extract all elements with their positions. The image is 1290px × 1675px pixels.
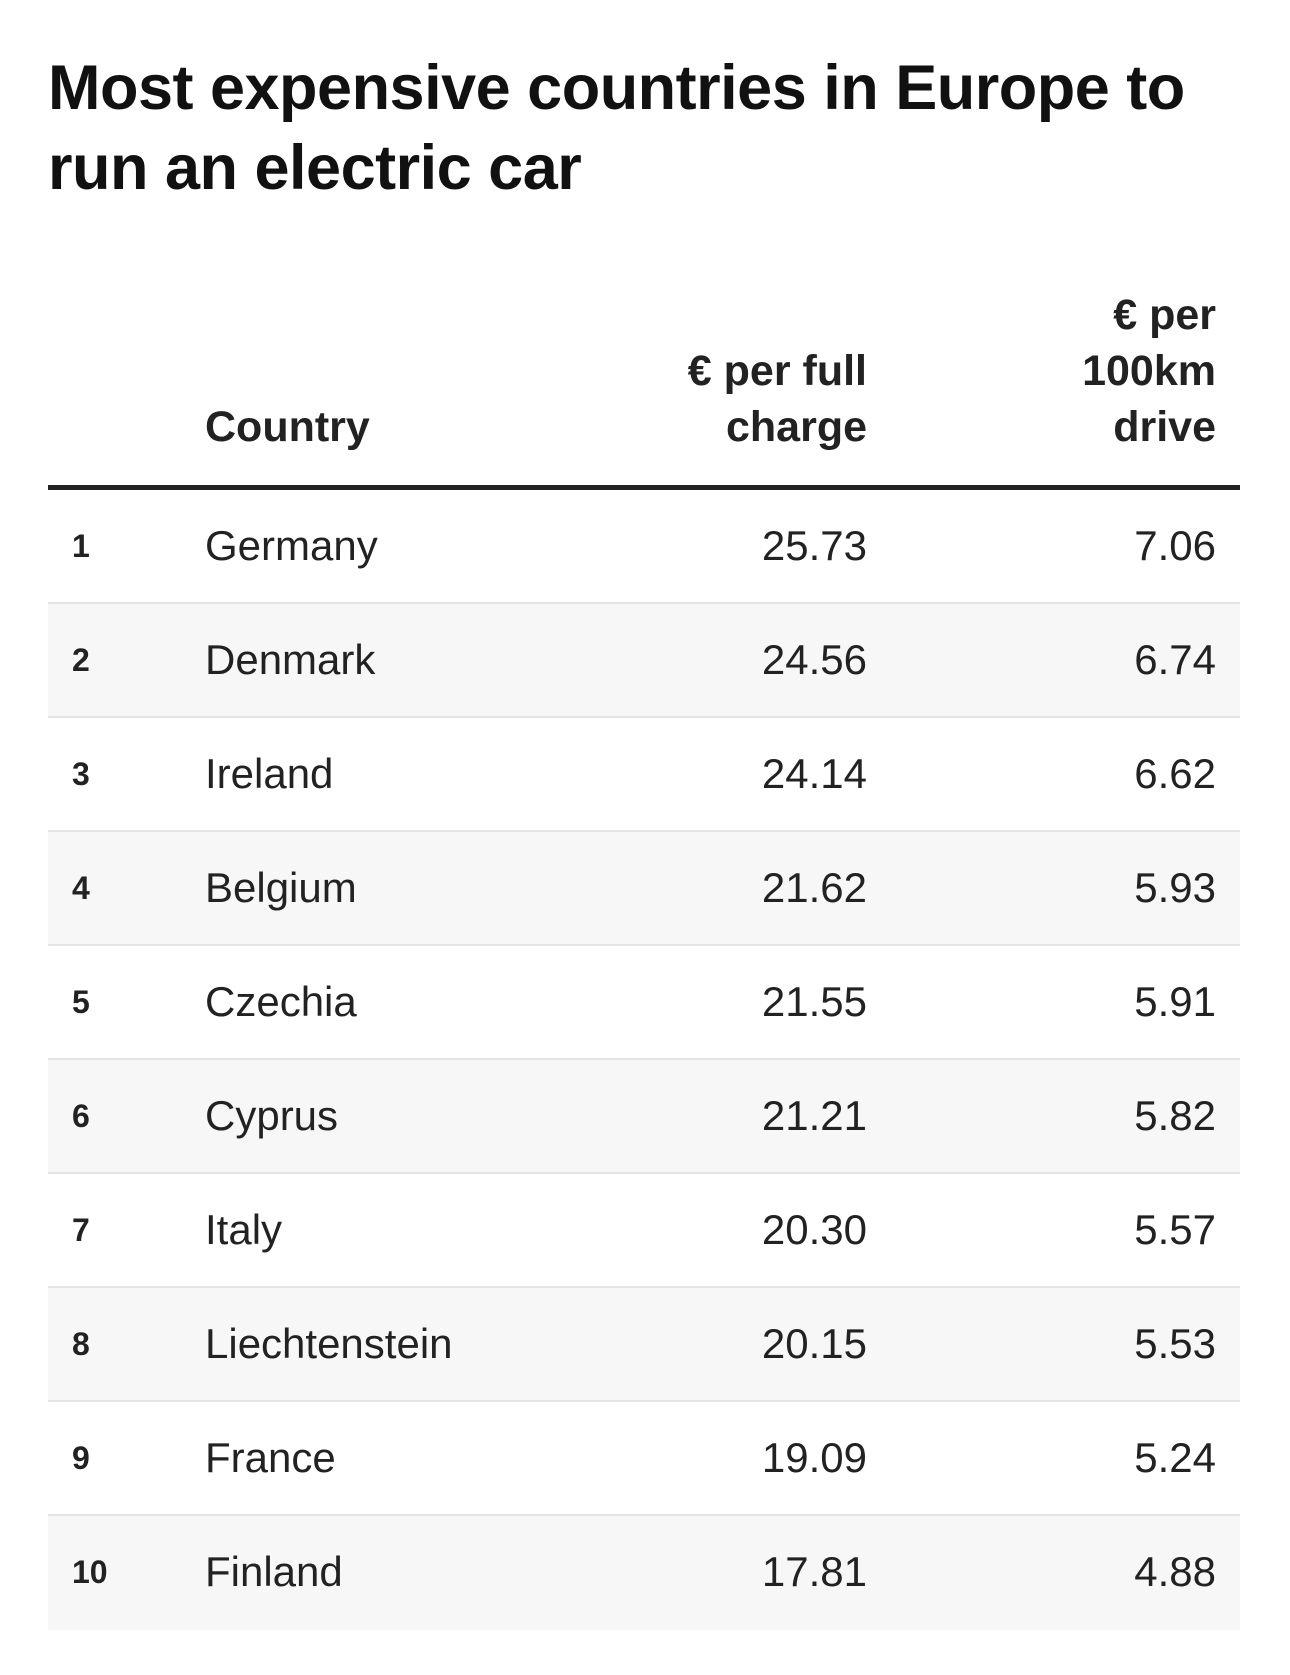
- per-full-charge-cell: 19.09: [761, 1434, 867, 1481]
- per-100km-cell: 5.57: [1134, 1206, 1216, 1253]
- country-cell: Denmark: [205, 636, 376, 683]
- per-100km-cell: 5.82: [1134, 1092, 1216, 1139]
- per-100km-cell: 6.74: [1134, 636, 1216, 683]
- per-100km-cell: 5.93: [1134, 864, 1216, 911]
- table-row: 6 Cyprus 21.21 5.82: [48, 1060, 1240, 1174]
- chart-title: Most expensive countries in Europe to ru…: [48, 53, 1185, 203]
- rank-cell: 4: [72, 870, 90, 906]
- table-row: 5 Czechia 21.55 5.91: [48, 946, 1240, 1060]
- country-cell: Belgium: [205, 864, 357, 911]
- table-row: 3 Ireland 24.14 6.62: [48, 718, 1240, 832]
- country-cell: Cyprus: [205, 1092, 339, 1139]
- per-100km-cell: 5.53: [1134, 1320, 1216, 1367]
- rank-cell: 6: [72, 1098, 90, 1134]
- per-100km-cell: 4.88: [1134, 1548, 1216, 1595]
- data-table: Country € per full charge € per 100km dr…: [48, 290, 1240, 1630]
- table-row: 8 Liechtenstein 20.15 5.53: [48, 1288, 1240, 1402]
- header-per-100km-drive: € per 100km drive: [1082, 291, 1216, 451]
- country-cell: France: [205, 1434, 336, 1481]
- per-100km-cell: 5.91: [1134, 978, 1216, 1025]
- rank-cell: 5: [72, 984, 90, 1020]
- country-cell: Finland: [205, 1548, 343, 1595]
- table-row: 9 France 19.09 5.24: [48, 1402, 1240, 1516]
- rank-cell: 2: [72, 642, 90, 678]
- table-row: 4 Belgium 21.62 5.93: [48, 832, 1240, 946]
- table-row: 1 Germany 25.73 7.06: [48, 490, 1240, 604]
- table-body: 1 Germany 25.73 7.06 2 Denmark 24.56 6.74 3 Irela…: [48, 490, 1240, 1630]
- header-per-full-charge: € per full charge: [687, 347, 867, 451]
- rank-cell: 9: [72, 1440, 90, 1476]
- country-cell: Italy: [205, 1206, 283, 1253]
- country-cell: Germany: [205, 522, 378, 569]
- per-100km-cell: 6.62: [1134, 750, 1216, 797]
- per-100km-cell: 5.24: [1134, 1434, 1216, 1481]
- per-full-charge-cell: 21.62: [761, 864, 867, 911]
- country-cell: Czechia: [205, 978, 357, 1025]
- per-full-charge-cell: 20.30: [761, 1206, 867, 1253]
- rank-cell: 3: [72, 756, 90, 792]
- rank-cell: 7: [72, 1212, 90, 1248]
- per-full-charge-cell: 24.56: [761, 636, 867, 683]
- per-full-charge-cell: 24.14: [761, 750, 867, 797]
- per-full-charge-cell: 21.55: [761, 978, 867, 1025]
- country-cell: Ireland: [205, 750, 334, 797]
- per-full-charge-cell: 17.81: [761, 1548, 867, 1595]
- rank-cell: 1: [72, 528, 90, 564]
- table-row: 7 Italy 20.30 5.57: [48, 1174, 1240, 1288]
- per-full-charge-cell: 20.15: [761, 1320, 867, 1367]
- rank-cell: 8: [72, 1326, 90, 1362]
- per-full-charge-cell: 25.73: [761, 522, 867, 569]
- table-row: 2 Denmark 24.56 6.74: [48, 604, 1240, 718]
- country-cell: Liechtenstein: [205, 1320, 453, 1367]
- header-country: Country: [205, 403, 370, 451]
- table-row: 10 Finland 17.81 4.88: [48, 1516, 1240, 1630]
- table-header: Country € per full charge € per 100km dr…: [48, 290, 1240, 490]
- per-100km-cell: 7.06: [1134, 522, 1216, 569]
- per-full-charge-cell: 21.21: [761, 1092, 867, 1139]
- rank-cell: 10: [72, 1554, 108, 1590]
